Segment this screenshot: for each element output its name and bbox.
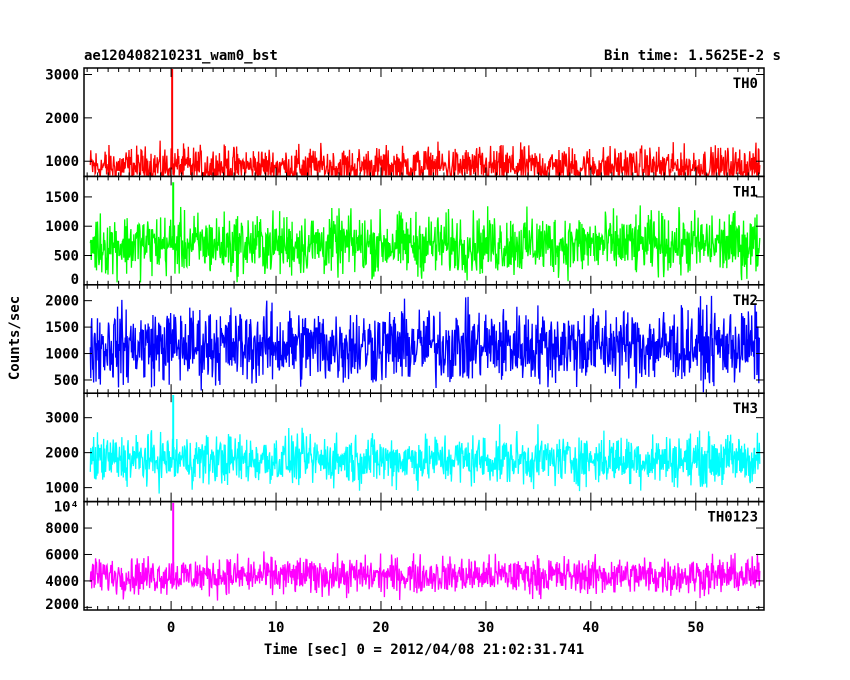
- y-tick-label: 1500: [45, 320, 79, 336]
- y-tick-label: 2000: [45, 446, 79, 462]
- panel-frame-th0123: [83, 500, 765, 611]
- y-tick-label: 1000: [45, 219, 79, 235]
- x-tick-label: 20: [373, 620, 390, 636]
- bin-time-label: Bin time: 1.5625E-2 s: [604, 48, 781, 64]
- y-tick-label: 1000: [45, 347, 79, 363]
- series-th0: [89, 140, 761, 178]
- y-tick-label: 1000: [45, 154, 79, 170]
- x-axis-label: Time [sec] 0 = 2012/04/08 21:02:31.741: [264, 642, 584, 658]
- y-tick-label: 500: [54, 249, 79, 265]
- panel-label-th2: TH2: [733, 293, 758, 309]
- y-tick-label: 8000: [45, 521, 79, 537]
- y-tick-label: 500: [54, 373, 79, 389]
- y-axis-label: Counts/sec: [7, 296, 23, 380]
- y-tick-label: 2000: [45, 294, 79, 310]
- x-tick-label: 30: [477, 620, 494, 636]
- y-tick-label: 2000: [45, 597, 79, 613]
- y-tick-label: 3000: [45, 68, 79, 84]
- series-th1: [89, 205, 761, 283]
- chart-title: ae120408210231_wam0_bst: [84, 48, 278, 64]
- y-tick-label: 1000: [45, 481, 79, 497]
- series-th3: [89, 424, 761, 494]
- panel-label-th1: TH1: [733, 184, 758, 200]
- panels-group: TH0100020003000TH1050010001500TH25001000…: [45, 67, 765, 636]
- x-tick-label: 0: [167, 620, 175, 636]
- panel-label-th0: TH0: [733, 76, 758, 92]
- y-tick-label: 0: [71, 272, 79, 288]
- x-tick-label: 50: [687, 620, 704, 636]
- y-tick-label: 4000: [45, 574, 79, 590]
- y-tick-label: 10⁴: [54, 500, 79, 516]
- x-tick-label: 40: [582, 620, 599, 636]
- series-th2: [89, 295, 761, 393]
- panel-label-th3: TH3: [733, 401, 758, 417]
- y-tick-label: 1500: [45, 190, 79, 206]
- panel-label-th0123: TH0123: [707, 510, 758, 526]
- y-tick-label: 6000: [45, 547, 79, 563]
- y-tick-label: 3000: [45, 411, 79, 427]
- panel-frame-th3: [83, 392, 765, 503]
- series-th0123: [89, 551, 761, 601]
- y-tick-label: 2000: [45, 111, 79, 127]
- x-tick-label: 10: [268, 620, 285, 636]
